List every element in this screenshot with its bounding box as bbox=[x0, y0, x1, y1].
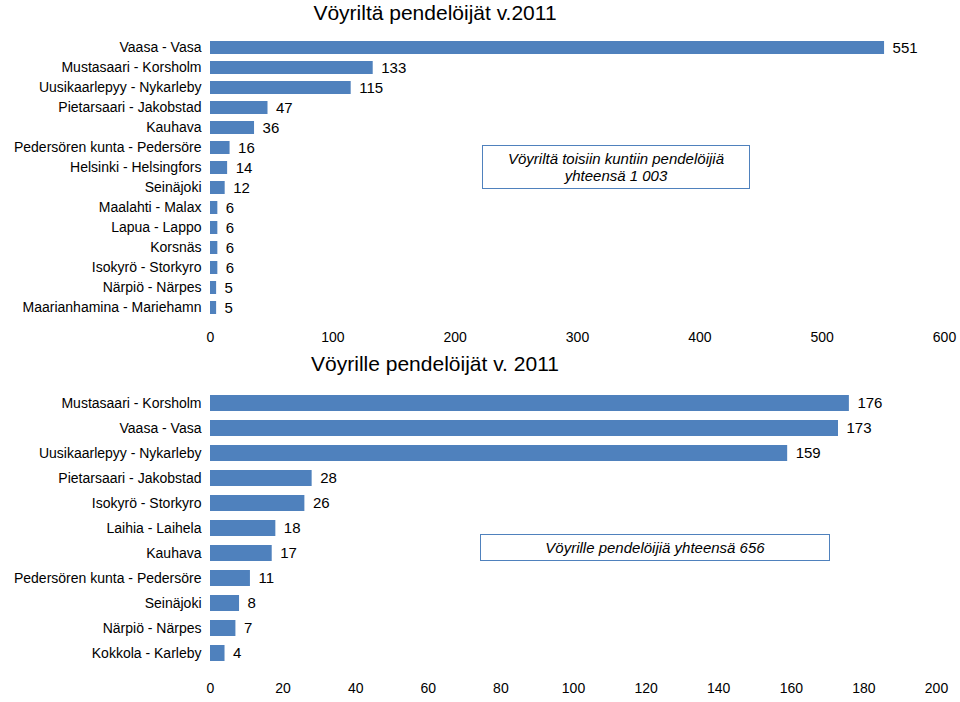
svg-text:7: 7 bbox=[244, 619, 252, 636]
svg-text:115: 115 bbox=[359, 79, 383, 96]
html-text:Vöyrille pendelöijät v. 2011: Vöyrille pendelöijät v. 2011 bbox=[311, 352, 559, 375]
svg-text:176: 176 bbox=[857, 394, 882, 411]
svg-text:173: 173 bbox=[846, 419, 871, 436]
svg-text:Mustasaari - Korsholm: Mustasaari - Korsholm bbox=[61, 395, 201, 411]
svg-text:Korsnäs: Korsnäs bbox=[150, 239, 201, 255]
svg-text:551: 551 bbox=[893, 39, 918, 56]
svg-text:47: 47 bbox=[276, 99, 293, 116]
svg-text:180: 180 bbox=[852, 680, 876, 696]
html-text:Vöyrille pendelöijiä yhteensä: Vöyrille pendelöijiä yhteensä 656 bbox=[545, 539, 765, 556]
svg-text:0: 0 bbox=[207, 329, 215, 345]
svg-text:Isokyrö - Storkyro: Isokyrö - Storkyro bbox=[92, 259, 202, 275]
svg-text:36: 36 bbox=[263, 119, 280, 136]
svg-text:4: 4 bbox=[233, 644, 241, 661]
svg-text:Vaasa - Vasa: Vaasa - Vasa bbox=[120, 39, 202, 55]
svg-text:12: 12 bbox=[233, 179, 250, 196]
svg-text:60: 60 bbox=[421, 680, 437, 696]
html-text:Vöyriltä pendelöijät v.2011: Vöyriltä pendelöijät v.2011 bbox=[313, 1, 557, 24]
svg-text:17: 17 bbox=[280, 544, 297, 561]
svg-text:Maarianhamina - Mariehamn: Maarianhamina - Mariehamn bbox=[23, 299, 202, 315]
svg-text:Närpiö - Närpes: Närpiö - Närpes bbox=[103, 620, 202, 636]
svg-text:Isokyrö - Storkyro: Isokyrö - Storkyro bbox=[92, 495, 202, 511]
svg-text:Pedersören kunta - Pedersöre: Pedersören kunta - Pedersöre bbox=[14, 570, 202, 586]
svg-text:133: 133 bbox=[381, 59, 406, 76]
svg-text:14: 14 bbox=[236, 159, 253, 176]
svg-text:Lapua - Lappo: Lapua - Lappo bbox=[111, 219, 202, 235]
svg-text:16: 16 bbox=[238, 139, 255, 156]
svg-text:0: 0 bbox=[207, 680, 215, 696]
svg-text:Kauhava: Kauhava bbox=[146, 545, 201, 561]
svg-text:40: 40 bbox=[348, 680, 364, 696]
svg-text:8: 8 bbox=[248, 594, 256, 611]
svg-text:Kokkola - Karleby: Kokkola - Karleby bbox=[92, 645, 202, 661]
svg-text:200: 200 bbox=[925, 680, 949, 696]
svg-text:Uusikaarlepyy - Nykarleby: Uusikaarlepyy - Nykarleby bbox=[39, 79, 202, 95]
svg-text:120: 120 bbox=[634, 680, 658, 696]
svg-text:6: 6 bbox=[226, 239, 234, 256]
svg-text:Närpiö - Närpes: Närpiö - Närpes bbox=[103, 279, 202, 295]
svg-text:Seinäjoki: Seinäjoki bbox=[145, 595, 202, 611]
svg-text:6: 6 bbox=[226, 219, 234, 236]
svg-text:20: 20 bbox=[275, 680, 291, 696]
svg-text:26: 26 bbox=[313, 494, 330, 511]
svg-text:6: 6 bbox=[226, 199, 234, 216]
svg-text:400: 400 bbox=[688, 329, 712, 345]
svg-text:Kauhava: Kauhava bbox=[146, 119, 201, 135]
svg-text:Pietarsaari - Jakobstad: Pietarsaari - Jakobstad bbox=[58, 470, 201, 486]
svg-text:200: 200 bbox=[443, 329, 467, 345]
svg-text:600: 600 bbox=[933, 329, 957, 345]
svg-text:Seinäjoki: Seinäjoki bbox=[145, 179, 202, 195]
svg-text:159: 159 bbox=[796, 444, 821, 461]
svg-text:Pedersören kunta - Pedersöre: Pedersören kunta - Pedersöre bbox=[14, 139, 202, 155]
svg-text:Maalahti - Malax: Maalahti - Malax bbox=[99, 199, 202, 215]
svg-text:28: 28 bbox=[320, 469, 337, 486]
svg-text:Pietarsaari - Jakobstad: Pietarsaari - Jakobstad bbox=[58, 99, 201, 115]
svg-text:5: 5 bbox=[225, 279, 233, 296]
svg-text:Vaasa - Vasa: Vaasa - Vasa bbox=[120, 420, 202, 436]
svg-text:Mustasaari - Korsholm: Mustasaari - Korsholm bbox=[61, 59, 201, 75]
html-text:Vöyriltä toisiin kuntiin pende: Vöyriltä toisiin kuntiin pendelöijiä yht… bbox=[508, 150, 724, 184]
svg-text:100: 100 bbox=[562, 680, 586, 696]
svg-text:11: 11 bbox=[258, 569, 274, 586]
svg-text:80: 80 bbox=[493, 680, 509, 696]
svg-text:140: 140 bbox=[707, 680, 731, 696]
svg-text:18: 18 bbox=[284, 519, 301, 536]
svg-text:5: 5 bbox=[225, 299, 233, 316]
svg-text:6: 6 bbox=[226, 259, 234, 276]
svg-text:Laihia - Laihela: Laihia - Laihela bbox=[107, 520, 202, 536]
svg-text:Helsinki - Helsingfors: Helsinki - Helsingfors bbox=[70, 159, 201, 175]
svg-text:160: 160 bbox=[780, 680, 804, 696]
svg-text:300: 300 bbox=[566, 329, 590, 345]
svg-text:500: 500 bbox=[810, 329, 834, 345]
svg-text:Uusikaarlepyy - Nykarleby: Uusikaarlepyy - Nykarleby bbox=[39, 445, 202, 461]
svg-text:100: 100 bbox=[321, 329, 345, 345]
